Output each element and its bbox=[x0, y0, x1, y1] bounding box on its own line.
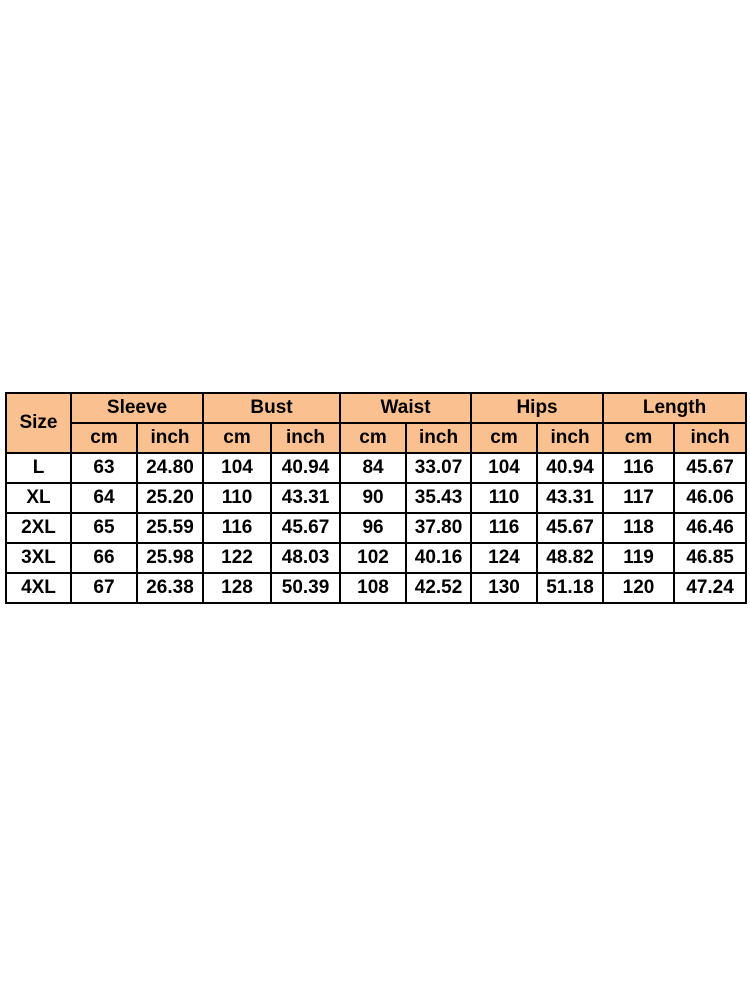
value-cell: 64 bbox=[70, 482, 138, 514]
value-cell: 40.16 bbox=[405, 542, 473, 574]
data-row: XL 64 25.20 110 43.31 90 35.43 110 43.31 117 46.06 bbox=[5, 482, 748, 514]
group-header: Sleeve bbox=[69, 392, 205, 424]
value-cell: 51.18 bbox=[536, 572, 605, 604]
size-cell: 2XL bbox=[5, 512, 72, 544]
table-body: Size Sleeve Bust Waist Hips Length cm inch cm inc… bbox=[5, 392, 748, 604]
size-cell: XL bbox=[5, 482, 72, 514]
value-cell: 128 bbox=[202, 572, 273, 604]
value-cell: 47.24 bbox=[673, 572, 748, 604]
value-cell: 26.38 bbox=[135, 572, 205, 604]
unit-header: inch bbox=[536, 422, 605, 454]
value-cell: 116 bbox=[202, 512, 273, 544]
value-cell: 84 bbox=[339, 452, 408, 484]
value-cell: 45.67 bbox=[673, 452, 748, 484]
value-cell: 104 bbox=[202, 452, 273, 484]
value-cell: 24.80 bbox=[135, 452, 205, 484]
value-cell: 122 bbox=[202, 542, 273, 574]
value-cell: 110 bbox=[202, 482, 273, 514]
value-cell: 102 bbox=[339, 542, 408, 574]
value-cell: 40.94 bbox=[270, 452, 342, 484]
unit-header: cm bbox=[470, 422, 539, 454]
value-cell: 42.52 bbox=[405, 572, 473, 604]
value-cell: 25.98 bbox=[135, 542, 205, 574]
data-row: L 63 24.80 104 40.94 84 33.07 104 40.94 116 45.67 bbox=[5, 452, 748, 484]
data-row: 3XL 66 25.98 122 48.03 102 40.16 124 48.82 119 46.… bbox=[5, 542, 748, 574]
unit-header: cm bbox=[339, 422, 408, 454]
unit-header: cm bbox=[70, 422, 138, 454]
unit-header: inch bbox=[270, 422, 342, 454]
value-cell: 110 bbox=[470, 482, 539, 514]
size-cell: 4XL bbox=[5, 572, 72, 604]
value-cell: 50.39 bbox=[270, 572, 342, 604]
group-header: Bust bbox=[202, 392, 342, 424]
value-cell: 43.31 bbox=[536, 482, 605, 514]
value-cell: 45.67 bbox=[270, 512, 342, 544]
value-cell: 116 bbox=[470, 512, 539, 544]
data-row: 2XL 65 25.59 116 45.67 96 37.80 116 45.67 118 46.4… bbox=[5, 512, 748, 544]
unit-header: cm bbox=[602, 422, 676, 454]
value-cell: 46.46 bbox=[673, 512, 748, 544]
value-cell: 90 bbox=[339, 482, 408, 514]
value-cell: 120 bbox=[602, 572, 676, 604]
value-cell: 130 bbox=[470, 572, 539, 604]
size-table: Size Sleeve Bust Waist Hips Length cm inch cm inc… bbox=[5, 392, 748, 604]
value-cell: 63 bbox=[70, 452, 138, 484]
unit-header: cm bbox=[202, 422, 273, 454]
value-cell: 124 bbox=[470, 542, 539, 574]
value-cell: 48.82 bbox=[536, 542, 605, 574]
group-header: Length bbox=[602, 392, 748, 424]
value-cell: 67 bbox=[70, 572, 138, 604]
value-cell: 119 bbox=[602, 542, 676, 574]
group-header: Hips bbox=[470, 392, 605, 424]
value-cell: 46.06 bbox=[673, 482, 748, 514]
size-cell: L bbox=[5, 452, 72, 484]
value-cell: 48.03 bbox=[270, 542, 342, 574]
value-cell: 96 bbox=[339, 512, 408, 544]
value-cell: 116 bbox=[602, 452, 676, 484]
value-cell: 108 bbox=[339, 572, 408, 604]
value-cell: 33.07 bbox=[405, 452, 473, 484]
unit-header: inch bbox=[135, 422, 205, 454]
value-cell: 43.31 bbox=[270, 482, 342, 514]
size-header: Size bbox=[5, 392, 72, 454]
unit-header: inch bbox=[405, 422, 473, 454]
value-cell: 117 bbox=[602, 482, 676, 514]
unit-row: cm inch cm inch cm inch cm inch cm inch bbox=[6, 422, 748, 454]
data-row: 4XL 67 26.38 128 50.39 108 42.52 130 51.18 120 47.… bbox=[5, 572, 748, 604]
value-cell: 46.85 bbox=[673, 542, 748, 574]
value-cell: 37.80 bbox=[405, 512, 473, 544]
value-cell: 35.43 bbox=[405, 482, 473, 514]
value-cell: 40.94 bbox=[536, 452, 605, 484]
value-cell: 25.59 bbox=[135, 512, 205, 544]
value-cell: 25.20 bbox=[135, 482, 205, 514]
value-cell: 66 bbox=[70, 542, 138, 574]
header-row: Size Sleeve Bust Waist Hips Length bbox=[5, 392, 748, 454]
unit-header: inch bbox=[673, 422, 748, 454]
group-header: Waist bbox=[339, 392, 473, 424]
value-cell: 45.67 bbox=[536, 512, 605, 544]
size-cell: 3XL bbox=[5, 542, 72, 574]
value-cell: 118 bbox=[602, 512, 676, 544]
value-cell: 104 bbox=[470, 452, 539, 484]
value-cell: 65 bbox=[70, 512, 138, 544]
